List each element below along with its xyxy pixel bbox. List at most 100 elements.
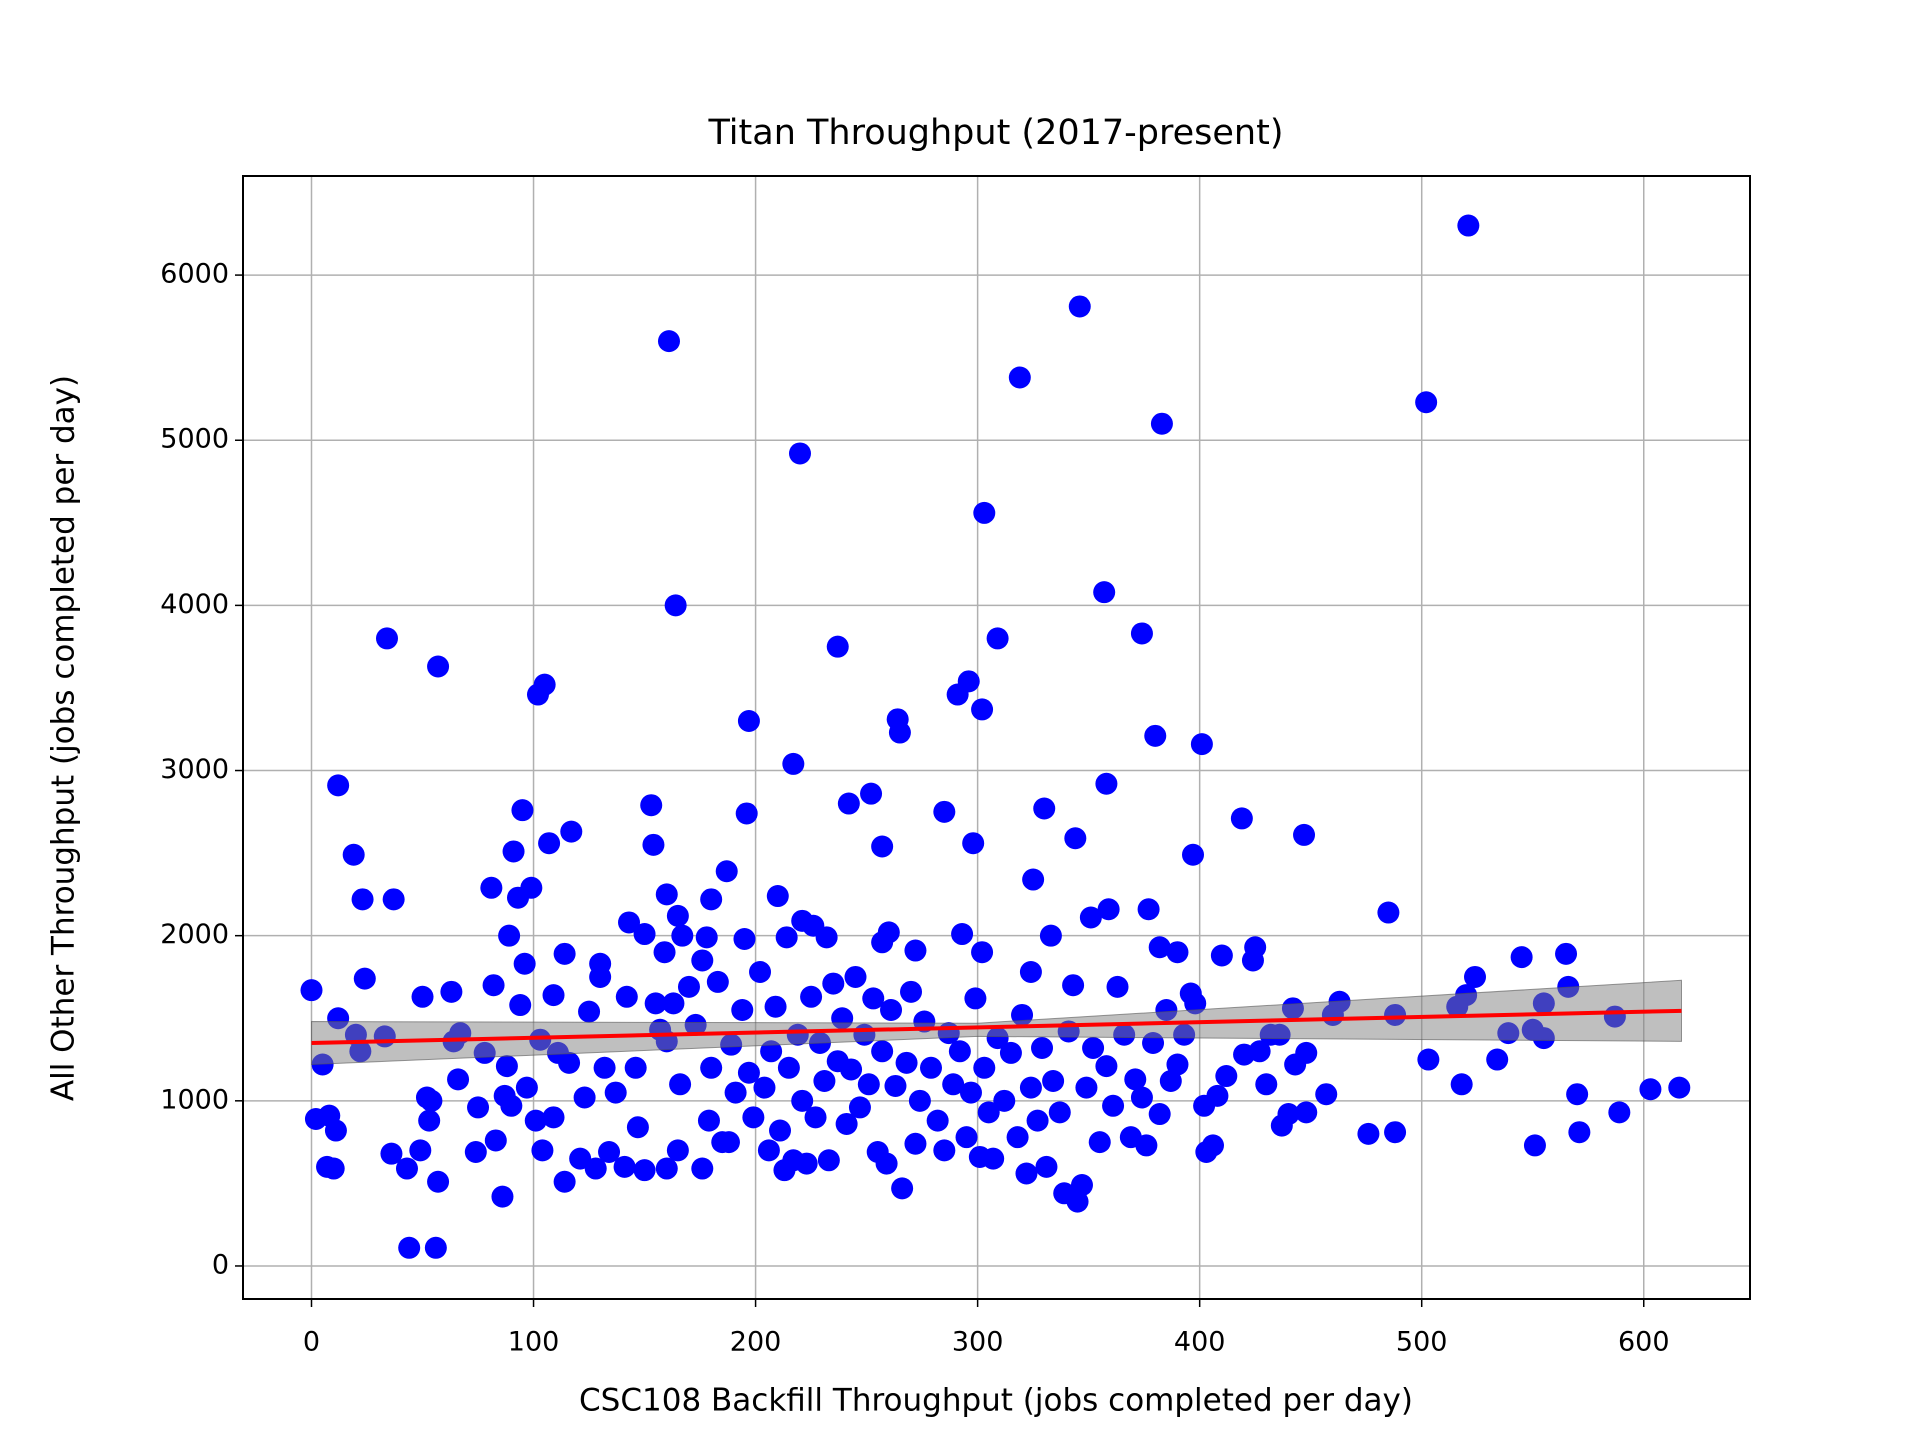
scatter-point [804, 1106, 827, 1129]
scatter-point [753, 1076, 776, 1099]
scatter-point [526, 683, 549, 706]
scatter-point [742, 1106, 765, 1129]
scatter-point [1255, 1073, 1278, 1096]
scatter-point [553, 942, 576, 965]
scatter-point [700, 1056, 723, 1079]
scatter-point [800, 985, 823, 1008]
scatter-point [769, 1119, 792, 1142]
scatter-point [933, 800, 956, 823]
scatter-point [398, 1236, 421, 1259]
scatter-point [618, 911, 641, 934]
scatter-point [644, 992, 667, 1015]
scatter-point [327, 774, 350, 797]
scatter-point [324, 1119, 347, 1142]
scatter-point [593, 1056, 616, 1079]
scatter-point [1206, 1084, 1229, 1107]
scatter-point [511, 799, 534, 822]
chart-title: Titan Throughput (2017-present) [708, 113, 1284, 153]
scatter-point [717, 1131, 740, 1154]
scatter-point [464, 1141, 487, 1164]
scatter-point [1064, 827, 1087, 850]
scatter-point [1293, 823, 1316, 846]
scatter-point [1022, 868, 1045, 891]
regression-line [311, 1008, 1682, 1046]
scatter-point [1039, 924, 1062, 947]
scatter-point [666, 1139, 689, 1162]
scatter-point [506, 886, 529, 909]
scatter-point [671, 924, 694, 947]
scatter-point [971, 698, 994, 721]
scatter-point [731, 998, 754, 1021]
scatter-point [848, 1096, 871, 1119]
scatter-point [875, 1152, 898, 1175]
scatter-point [558, 1051, 581, 1074]
scatter-point [573, 1086, 596, 1109]
scatter-point [669, 1073, 692, 1096]
scatter-point [640, 794, 663, 817]
scatter-point [782, 752, 805, 775]
scatter-point [700, 888, 723, 911]
scatter-point [542, 984, 565, 1007]
scatter-point [411, 985, 434, 1008]
scatter-point [946, 683, 969, 706]
scatter-point [633, 923, 656, 946]
scatter-point [664, 594, 687, 617]
scatter-point [482, 974, 505, 997]
scatter-point [973, 1056, 996, 1079]
scatter-point [857, 1073, 880, 1096]
scatter-point [342, 843, 365, 866]
scatter-point [880, 998, 903, 1021]
scatter-point [1019, 1076, 1042, 1099]
scatter-point [871, 1040, 894, 1063]
plot-area [300, 214, 1691, 1259]
scatter-point [1295, 1101, 1318, 1124]
scatter-point [440, 980, 463, 1003]
scatter-point [1095, 1055, 1118, 1078]
scatter-point [1035, 1155, 1058, 1178]
scatter-point [1006, 1126, 1029, 1149]
scatter-point [662, 992, 685, 1015]
scatter-point [904, 1132, 927, 1155]
scatter-point [813, 1070, 836, 1093]
scatter-point [766, 885, 789, 908]
scatter-point [822, 972, 845, 995]
scatter-point [1210, 944, 1233, 967]
scatter-point [955, 1126, 978, 1149]
scatter-point [427, 655, 450, 678]
scatter-point [933, 1139, 956, 1162]
scatter-point [706, 970, 729, 993]
scatter-point [795, 1152, 818, 1175]
scatter-point [1148, 936, 1171, 959]
scatter-point [395, 1157, 418, 1180]
scatter-point [1284, 1053, 1307, 1076]
scatter-point [788, 442, 811, 465]
scatter-point [840, 1058, 863, 1081]
scatter-point [1190, 733, 1213, 756]
scatter-point [531, 1139, 554, 1162]
scatter-point [666, 904, 689, 927]
scatter-point [1144, 724, 1167, 747]
scatter-point [409, 1139, 432, 1162]
scatter-point [1464, 965, 1487, 988]
axes-frame [242, 175, 1751, 1300]
scatter-point [904, 939, 927, 962]
scatter-point [1510, 946, 1533, 969]
scatter-point [538, 832, 561, 855]
scatter-point [613, 1155, 636, 1178]
scatter-point [1357, 1122, 1380, 1145]
scatter-point [737, 709, 760, 732]
scatter-point [626, 1116, 649, 1139]
scatter-point [1230, 807, 1253, 830]
scatter-point [1450, 1073, 1473, 1096]
scatter-point [871, 835, 894, 858]
scatter-point [964, 987, 987, 1010]
scatter-point [427, 1170, 450, 1193]
scatter-point [860, 782, 883, 805]
scatter-point [500, 1094, 523, 1117]
scatter-point [498, 924, 521, 947]
scatter-point [322, 1157, 345, 1180]
scatter-point [1277, 1103, 1300, 1126]
scatter-point [948, 1040, 971, 1063]
scatter-point [1130, 622, 1153, 645]
